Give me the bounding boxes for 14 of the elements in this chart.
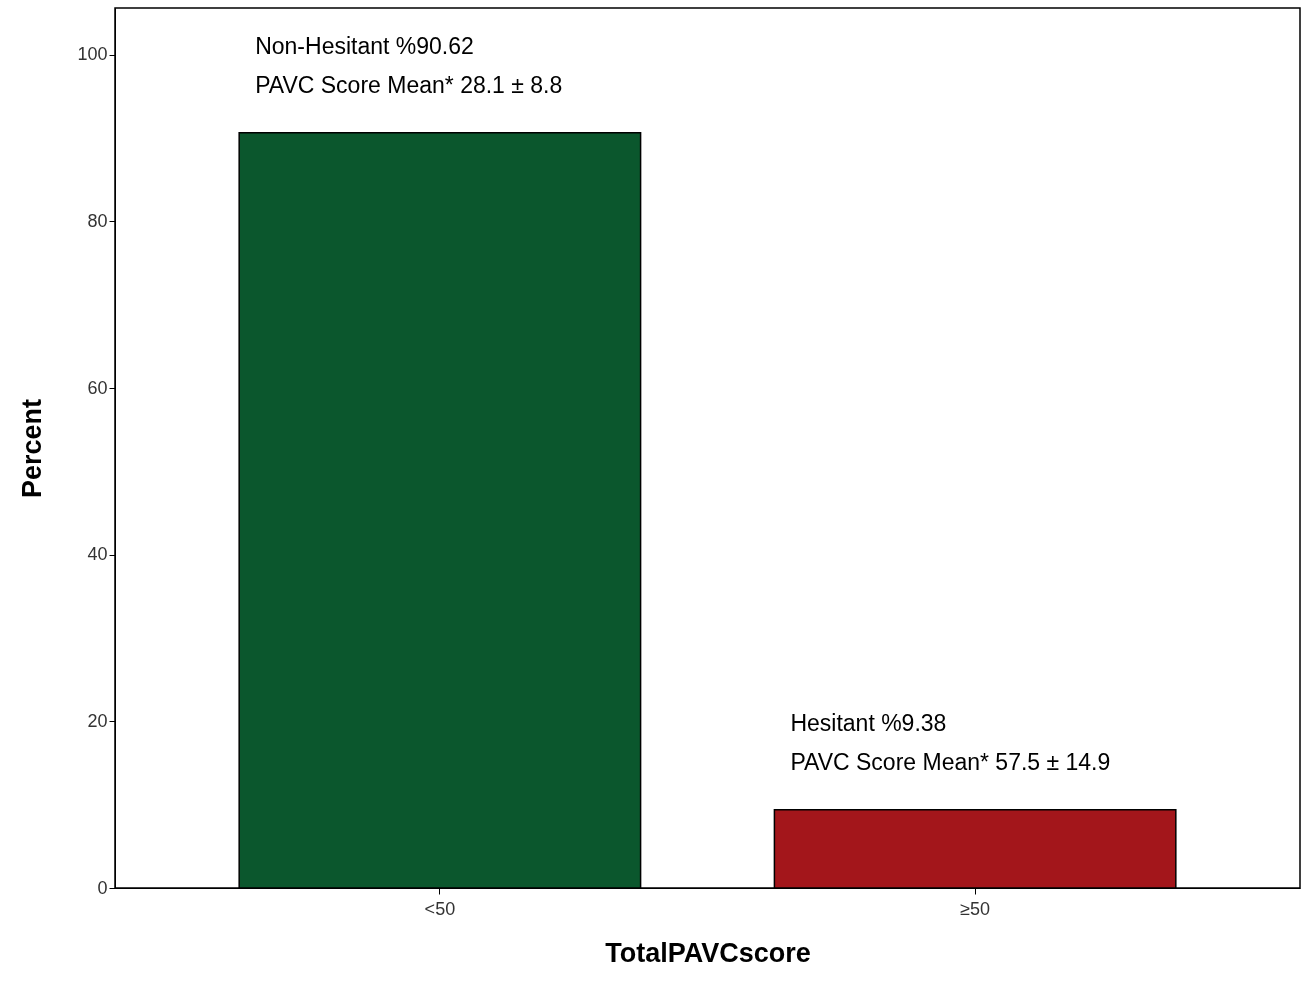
y-tick-label: 20 (87, 710, 108, 731)
y-tick-label: 80 (87, 210, 108, 231)
x-tick-label: ≥50 (960, 898, 991, 919)
x-tick-label: <50 (424, 898, 456, 919)
annotation: PAVC Score Mean* 57.5 ± 14.9 (790, 748, 1111, 775)
annotation: PAVC Score Mean* 28.1 ± 8.8 (255, 71, 563, 98)
y-tick-label: 100 (77, 44, 108, 65)
y-tick-label: 40 (87, 544, 108, 565)
annotation: Hesitant %9.38 (790, 709, 947, 736)
x-axis-title: TotalPAVCscore (605, 937, 811, 968)
annotation: Non-Hesitant %90.62 (255, 32, 474, 59)
y-axis-title: Percent (17, 398, 48, 499)
y-tick-label: 0 (97, 877, 108, 898)
y-tick-label: 60 (87, 377, 108, 398)
